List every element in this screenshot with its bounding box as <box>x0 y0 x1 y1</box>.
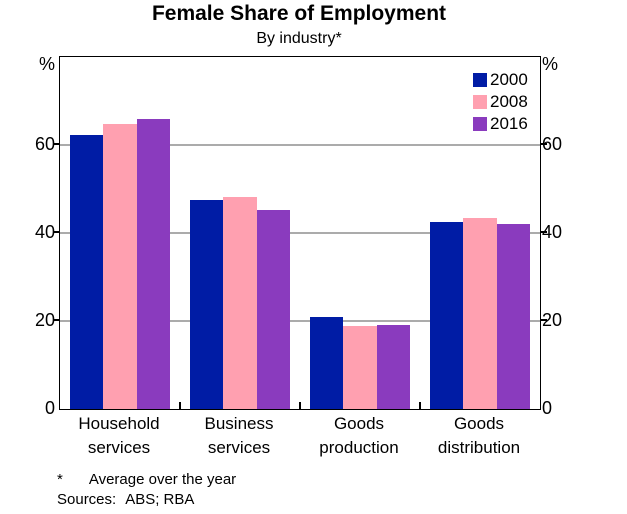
category-label-line2: services <box>207 438 271 457</box>
bar-goods-distribution-2008 <box>463 218 497 409</box>
y-axis-unit-right: % <box>542 54 559 74</box>
category-label-household-services: Household services <box>59 412 179 460</box>
y-axis-label-right-40: 40 <box>542 222 563 242</box>
category-label-line1: Goods <box>453 414 505 433</box>
chart-title: Female Share of Employment <box>151 2 447 25</box>
y-tick-left-60 <box>53 143 59 145</box>
sources-text: ABS; RBA <box>125 491 195 508</box>
category-label-goods-production: Goods production <box>299 412 419 460</box>
y-axis-label-right-60: 60 <box>542 134 563 154</box>
chart-subtitle: By industry* <box>256 30 342 47</box>
legend-swatch-2000 <box>473 73 487 87</box>
y-tick-right-20 <box>540 319 547 321</box>
x-axis-tick-3 <box>419 402 421 409</box>
y-tick-right-40 <box>540 231 547 233</box>
category-label-line2: distribution <box>437 438 521 457</box>
bar-goods-production-2008 <box>343 326 377 409</box>
x-axis-tick-1 <box>179 402 181 409</box>
bar-household-services-2016 <box>136 119 171 409</box>
legend-label-2008: 2008 <box>490 92 528 111</box>
bar-goods-production-2000 <box>309 317 344 409</box>
category-label-line1: Goods <box>333 414 385 433</box>
sources-label: Sources: <box>57 491 117 508</box>
bar-goods-production-2016 <box>376 325 411 409</box>
plot-area <box>59 56 541 410</box>
bar-household-services-2008 <box>103 124 137 409</box>
bar-business-services-2016 <box>256 209 291 409</box>
legend-item-2016: 2016 <box>473 113 528 135</box>
category-label-goods-distribution: Goods distribution <box>419 412 539 460</box>
legend-item-2000: 2000 <box>473 69 528 91</box>
y-axis-label-left-0: 0 <box>44 398 55 418</box>
y-axis-label-left-60: 60 <box>34 134 55 154</box>
footnote: * Average over the year <box>57 471 236 489</box>
bar-goods-distribution-2000 <box>429 222 464 409</box>
legend: 2000 2008 2016 <box>473 69 528 135</box>
y-axis-label-right-20: 20 <box>542 310 563 330</box>
category-label-line1: Business <box>204 414 274 433</box>
footnote-text: Average over the year <box>88 471 237 488</box>
y-tick-right-60 <box>540 143 547 145</box>
category-label-business-services: Business services <box>179 412 299 460</box>
y-axis-unit-left: % <box>38 54 55 74</box>
x-axis-tick-2 <box>299 402 301 409</box>
category-label-line1: Household <box>78 414 160 433</box>
legend-swatch-2008 <box>473 95 487 109</box>
category-label-line2: services <box>87 438 151 457</box>
legend-swatch-2016 <box>473 117 487 131</box>
footnote-marker: * <box>57 471 63 488</box>
bar-business-services-2000 <box>189 200 224 409</box>
bar-goods-distribution-2016 <box>496 223 531 409</box>
sources: Sources: ABS; RBA <box>57 491 194 509</box>
category-label-line2: production <box>319 438 399 457</box>
y-tick-left-40 <box>53 231 59 233</box>
gridline-60 <box>60 144 540 146</box>
bar-household-services-2000 <box>69 134 104 409</box>
gridline-20 <box>60 320 540 322</box>
legend-item-2008: 2008 <box>473 91 528 113</box>
gridline-40 <box>60 232 540 234</box>
y-axis-label-right-0: 0 <box>542 398 553 418</box>
legend-label-2016: 2016 <box>490 114 528 133</box>
y-axis-label-left-20: 20 <box>34 310 55 330</box>
y-axis-label-left-40: 40 <box>34 222 55 242</box>
y-tick-left-20 <box>53 319 59 321</box>
bar-business-services-2008 <box>223 196 257 409</box>
legend-label-2000: 2000 <box>490 70 528 89</box>
